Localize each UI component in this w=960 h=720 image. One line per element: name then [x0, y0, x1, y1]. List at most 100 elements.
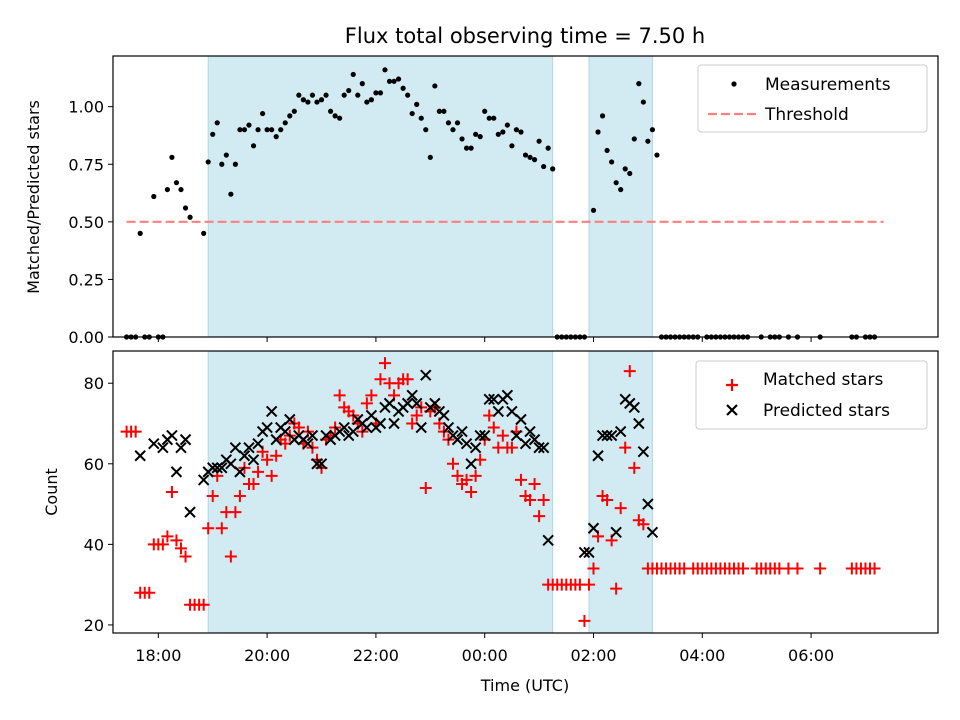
measurement-point — [309, 92, 316, 98]
matched-star-point — [537, 494, 550, 507]
measurement-point — [509, 143, 515, 149]
matched-star-point — [224, 550, 237, 563]
measurement-point — [269, 127, 275, 133]
measurement-point — [500, 129, 506, 135]
predicted-star-point — [175, 441, 187, 454]
predicted-star-point — [478, 429, 491, 442]
measurement-point — [391, 78, 397, 84]
matched-star-point — [446, 457, 459, 470]
measurement-point — [282, 120, 288, 126]
measurement-point — [518, 129, 524, 135]
x-tick-label: 00:00 — [462, 646, 508, 665]
predicted-star-point — [243, 441, 255, 454]
measurement-point — [327, 108, 334, 114]
y-tick-label: 80 — [84, 374, 104, 393]
measurement-point — [504, 122, 510, 128]
measurement-point — [223, 152, 229, 158]
bottom-plot-frame — [112, 350, 939, 634]
matched-star-point — [619, 441, 632, 454]
predicted-star-point — [515, 413, 527, 426]
measurement-point — [609, 159, 615, 165]
measurement-point — [287, 113, 293, 119]
matched-star-point — [174, 542, 187, 555]
matched-star-point — [129, 425, 142, 438]
measurement-point — [182, 205, 189, 211]
predicted-star-point — [415, 421, 427, 434]
matched-star-point — [215, 522, 228, 535]
measurement-point — [264, 127, 270, 133]
measurement-point — [463, 145, 470, 151]
matched-star-point — [378, 357, 391, 370]
predicted-star-point — [261, 421, 273, 434]
matched-star-point — [469, 469, 482, 482]
measurement-point — [232, 161, 238, 167]
bottom-y-axis-label: Count — [42, 468, 61, 516]
predicted-star-point — [207, 462, 219, 474]
measurement-point — [359, 81, 365, 87]
predicted-star-point — [420, 369, 432, 381]
measurement-point — [201, 230, 207, 236]
measurement-point — [590, 207, 597, 213]
measurement-point — [355, 92, 361, 98]
observing-windows-top — [207, 55, 653, 338]
measurement-point — [219, 161, 225, 167]
matched-star-point — [601, 494, 614, 507]
predicted-star-point — [469, 441, 482, 454]
matched-star-point — [265, 469, 278, 482]
predicted-star-point — [238, 450, 251, 462]
measurement-point — [382, 67, 388, 73]
matched-star-point — [292, 421, 305, 434]
observing-window-band — [588, 350, 653, 634]
measurement-point — [432, 83, 438, 89]
y-tick-label: 0.25 — [68, 270, 104, 289]
predicted-star-point — [338, 421, 350, 434]
observing-window-band — [207, 55, 554, 338]
measurement-point — [409, 110, 415, 117]
predicted-star-point — [197, 474, 210, 486]
predicted-star-point — [225, 458, 237, 470]
legend-predicted-marker — [726, 404, 738, 416]
measurement-point — [450, 127, 456, 133]
predicted-star-point — [519, 437, 532, 450]
predicted-star-point — [642, 498, 654, 510]
matched-star-point — [496, 429, 509, 442]
predicted-star-point — [542, 534, 554, 547]
observing-window-band — [207, 350, 554, 634]
matched-star-point — [524, 494, 537, 507]
top-panel: 0.00 0.25 0.50 0.75 1.00 Matched/Predicted s… — [24, 55, 939, 347]
legend-matched-marker — [726, 379, 738, 391]
measurement-point — [368, 97, 374, 103]
predicted-star-point — [596, 429, 609, 442]
top-legend-box — [697, 64, 928, 133]
predicted-star-point — [234, 466, 246, 478]
matched-star-point — [179, 550, 192, 563]
y-tick-label: 1.00 — [68, 98, 104, 117]
measurement-point — [332, 113, 338, 119]
top-legend: Measurements Threshold — [697, 64, 928, 133]
measurement-point — [305, 99, 311, 105]
predicted-star-point — [411, 397, 423, 410]
predicted-star-point — [533, 441, 545, 454]
matched-star-point — [401, 373, 414, 386]
predicted-star-point — [361, 421, 373, 434]
legend-measurements-marker — [731, 81, 737, 87]
measurement-point — [210, 131, 216, 137]
matched-star-point — [505, 441, 518, 454]
measurement-point — [640, 99, 646, 105]
measurement-point — [486, 115, 492, 121]
matched-star-point — [360, 397, 373, 410]
matched-star-point — [623, 365, 636, 378]
measurement-point — [205, 159, 211, 165]
measurement-point — [214, 120, 220, 126]
top-y-axis-ticks: 0.00 0.25 0.50 0.75 1.00 — [68, 98, 113, 347]
observing-window-band — [588, 55, 653, 338]
y-tick-label: 0.50 — [68, 213, 104, 232]
predicted-star-point — [460, 437, 473, 450]
measurement-point — [341, 92, 347, 98]
measurement-point — [386, 78, 393, 84]
predicted-star-point — [483, 393, 495, 406]
predicted-star-point — [633, 417, 645, 430]
y-tick-label: 0.00 — [68, 328, 104, 347]
predicted-star-point — [284, 413, 296, 426]
measurement-point — [337, 115, 343, 121]
